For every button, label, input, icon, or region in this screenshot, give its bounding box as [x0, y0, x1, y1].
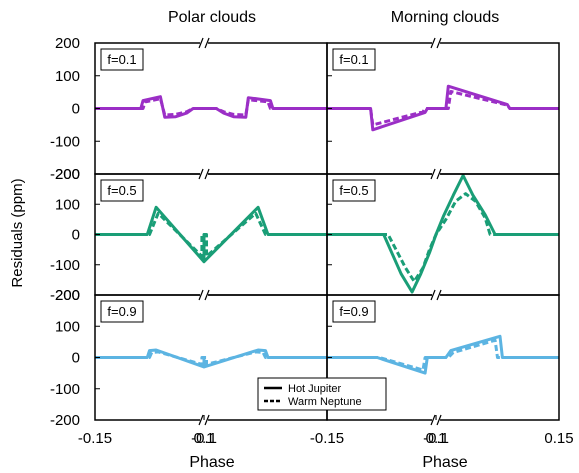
y-tick-label: 200: [55, 166, 80, 183]
series-line-row0-col1-hot-jupiter: [327, 84, 559, 132]
y-tick-label: 200: [55, 287, 80, 304]
svg-text:f=0.5: f=0.5: [339, 183, 368, 198]
x-axis-label-left: Phase: [189, 454, 234, 471]
x-tick-label: -0.15: [310, 430, 344, 447]
axis-break-row1-col1: [430, 168, 442, 180]
y-tick-label: 200: [55, 35, 80, 52]
x-axis-label-right: Phase: [422, 454, 467, 471]
x-tick-label: 0.1: [194, 430, 215, 447]
panels: [94, 37, 560, 426]
axis-break-row2-col0: [198, 289, 210, 301]
y-tick-label: -200: [50, 166, 80, 183]
x-tick-label: -0.15: [78, 430, 112, 447]
axis-break-row2-col1: [430, 289, 442, 301]
panel-label-row2-col1: f=0.9: [332, 300, 376, 323]
y-tick-label: 0: [72, 101, 80, 118]
x-tick-label: -0.1: [423, 430, 449, 447]
panel-label-row1-col0: f=0.5: [100, 179, 144, 202]
svg-text:f=0.5: f=0.5: [107, 183, 136, 198]
series-line-row1-col0-warm-neptune: [95, 211, 327, 258]
labels: Polar clouds Morning clouds Residuals (p…: [9, 9, 574, 471]
y-axis-label: Residuals (ppm): [9, 178, 26, 287]
svg-text:f=0.1: f=0.1: [339, 52, 368, 67]
y-tick-label: -100: [50, 381, 80, 398]
series-line-row2-col0-warm-neptune: [95, 350, 327, 366]
svg-text:f=0.1: f=0.1: [107, 52, 136, 67]
series-line-row2-col1-warm-neptune: [327, 338, 559, 372]
axis-break-row1-col0: [198, 168, 210, 180]
panel-label-row0-col1: f=0.1: [332, 48, 376, 71]
y-tick-label: 0: [72, 350, 80, 367]
column-title-morning: Morning clouds: [391, 9, 500, 26]
y-tick-label: -200: [50, 287, 80, 304]
legend-box: [257, 377, 387, 411]
y-tick-label: 100: [55, 318, 80, 335]
series-line-row0-col1-warm-neptune: [327, 90, 559, 127]
y-tick-label: 100: [55, 68, 80, 85]
y-tick-label: -200: [50, 412, 80, 429]
series-line-row1-col1-warm-neptune: [327, 192, 559, 283]
y-tick-label: 100: [55, 196, 80, 213]
y-tick-label: -100: [50, 133, 80, 150]
y-tick-label: 0: [72, 227, 80, 244]
series-line-row2-col1-hot-jupiter: [327, 334, 559, 375]
axis-break-top-col0: [198, 37, 210, 49]
x-tick-label: 0.15: [544, 430, 573, 447]
panel-label-row0-col0: f=0.1: [100, 48, 144, 71]
legend-label-hot-jupiter: Hot Jupiter: [288, 383, 342, 395]
axis-break-top-col1: [430, 37, 442, 49]
x-tick-label: -0.1: [191, 430, 217, 447]
series-line-row0-col0-warm-neptune: [95, 97, 327, 117]
svg-text:f=0.9: f=0.9: [107, 304, 136, 319]
x-tick-label: 0.1: [426, 430, 447, 447]
legend-label-warm-neptune: Warm Neptune: [288, 396, 362, 408]
y-tick-label: -100: [50, 257, 80, 274]
svg-text:f=0.9: f=0.9: [339, 304, 368, 319]
column-title-polar: Polar clouds: [168, 9, 256, 26]
panel-label-row2-col0: f=0.9: [100, 300, 144, 323]
panel-label-row1-col1: f=0.5: [332, 179, 376, 202]
